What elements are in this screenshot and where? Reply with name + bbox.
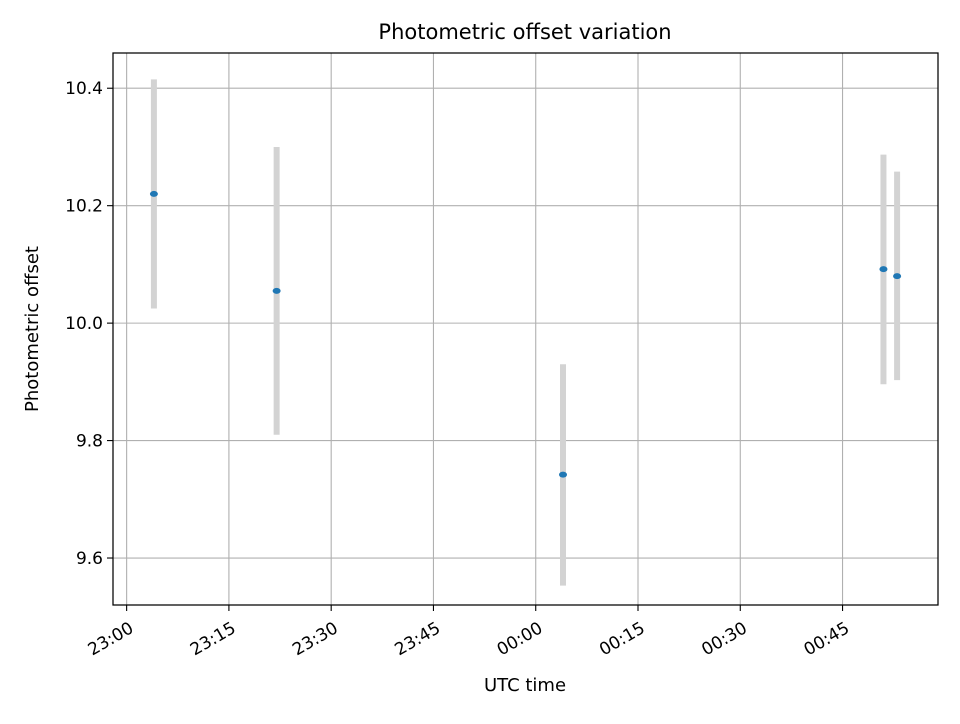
chart-title: Photometric offset variation <box>378 20 671 44</box>
y-tick-label: 9.6 <box>76 549 103 569</box>
point-layer <box>149 190 902 478</box>
y-axis-ticks: 9.6 9.8 10.0 10.2 10.4 <box>65 79 113 569</box>
y-tick-label: 10.0 <box>65 314 103 334</box>
data-point <box>893 273 902 280</box>
plot-area <box>113 53 938 605</box>
plot-frame <box>112 52 939 606</box>
y-tick-label: 10.2 <box>65 197 103 217</box>
data-point <box>559 471 567 478</box>
grid-layer <box>113 53 938 605</box>
y-tick-label: 9.8 <box>76 432 103 452</box>
y-axis-label: Photometric offset <box>22 246 43 412</box>
data-point <box>149 190 158 197</box>
y-tick-label: 10.4 <box>65 79 103 99</box>
data-point <box>272 287 281 294</box>
data-point <box>879 266 888 273</box>
x-axis-label: UTC time <box>484 675 566 696</box>
